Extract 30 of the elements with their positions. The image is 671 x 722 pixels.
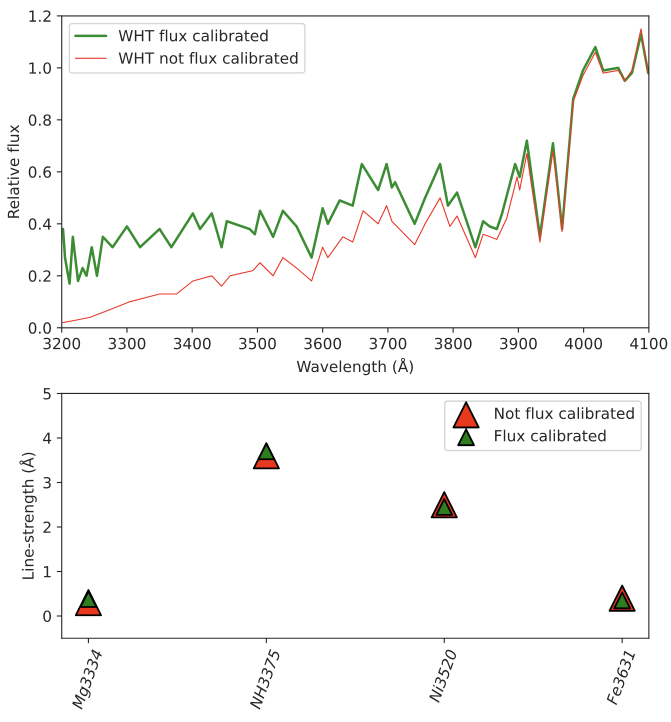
- x-tick-label: 3500: [239, 338, 276, 350]
- y-tick-label: 3: [43, 476, 51, 489]
- y-tick-label: 0.2: [28, 270, 50, 282]
- x-tick-label: 3700: [370, 338, 406, 350]
- x-tick-label: 3300: [108, 338, 146, 350]
- x-tick-label: 3900: [500, 338, 537, 350]
- x-tick-label: 4000: [564, 338, 602, 350]
- legend-label: Flux calibrated: [495, 430, 606, 442]
- x-tick-label: 3800: [434, 338, 472, 350]
- y-tick-label: 1: [44, 566, 51, 578]
- y-tick-label: 0.8: [28, 114, 51, 126]
- y-tick-label: 0: [43, 610, 51, 622]
- legend-label: Not flux calibrated: [495, 407, 634, 420]
- y-tick-label: 4: [43, 432, 52, 444]
- legend-label: WHT not flux calibrated: [118, 52, 298, 64]
- y-tick-label: 2: [43, 521, 50, 533]
- x-axis-title: Wavelength (Å): [296, 358, 413, 376]
- x-tick-label: 3400: [174, 338, 211, 350]
- legend-label: WHT flux calibrated: [118, 30, 268, 42]
- y-tick-label: 1.2: [29, 10, 50, 22]
- y-tick-label: 1.0: [29, 62, 51, 74]
- x-tick-label: 4100: [630, 338, 668, 350]
- y-axis-title: Relative flux: [7, 124, 20, 218]
- x-tick-label: 3200: [43, 338, 80, 350]
- y-tick-label: 5: [43, 388, 51, 400]
- y-tick-label: 0.6: [28, 166, 52, 178]
- y-axis-title: Line-strength (Å): [19, 452, 37, 579]
- y-tick-label: 0.0: [28, 322, 51, 334]
- x-tick-label: 3600: [304, 338, 342, 350]
- y-tick-label: 0.4: [28, 218, 52, 230]
